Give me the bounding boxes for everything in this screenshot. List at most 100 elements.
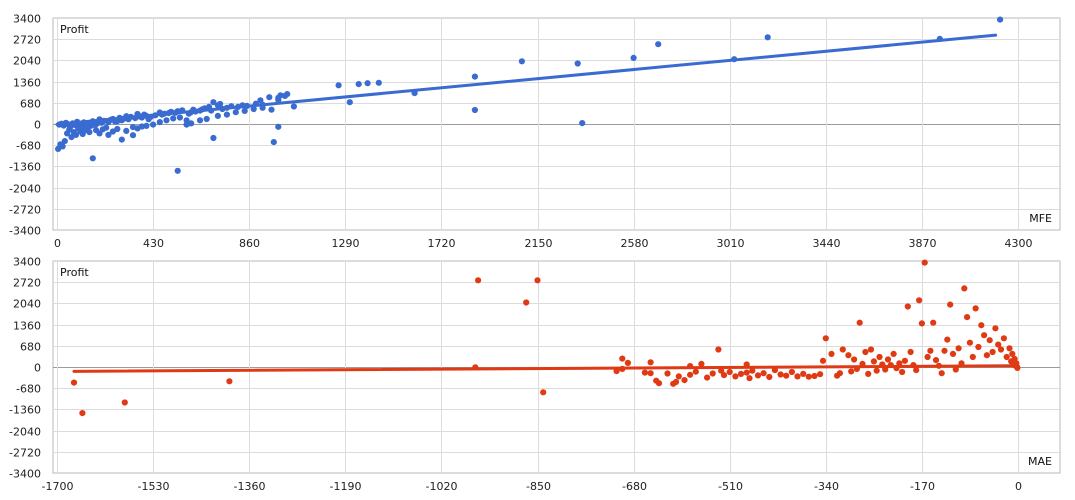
data-point [687, 371, 694, 378]
data-point [210, 99, 217, 106]
trend-line [55, 33, 998, 126]
data-point [884, 356, 892, 363]
y-tick-label: -2720 [9, 204, 41, 217]
data-point [794, 373, 801, 380]
x-tick-label: -680 [622, 480, 647, 493]
trend-line [72, 364, 1014, 373]
data-point [232, 109, 239, 116]
x-axis-label: MFE [1029, 212, 1052, 225]
data-point [121, 399, 128, 406]
data-point [241, 107, 248, 114]
data-point [59, 143, 66, 150]
y-tick-label: 680 [20, 341, 41, 354]
data-point [817, 371, 824, 378]
x-tick-label: -1530 [138, 480, 170, 493]
data-point [188, 120, 195, 127]
data-point [655, 380, 663, 387]
data-point [969, 353, 976, 361]
data-point [947, 301, 954, 308]
data-point [214, 102, 221, 109]
y-tick-label: 0 [34, 362, 41, 375]
data-point [938, 370, 945, 377]
x-tick-label: 1290 [332, 237, 360, 250]
data-point [641, 369, 649, 376]
data-point [766, 373, 773, 381]
x-tick-label: 860 [239, 237, 260, 250]
y-tick-label: -2040 [9, 183, 41, 196]
data-point [764, 34, 771, 41]
data-point [70, 379, 78, 386]
data-point [99, 126, 106, 133]
data-point [899, 368, 906, 376]
chart-panel-2: 3400 2720 2040 1360 680 0 -680 -1360 -2040 -2720 -… [9, 256, 1061, 493]
data-point [1009, 350, 1016, 357]
chart-panel-1: 3400 2720 2040 1360 680 0 -680 -1360 -2040 -2720 -… [9, 13, 1061, 250]
data-point [989, 348, 996, 356]
y-tick-label: -680 [16, 383, 41, 396]
data-point [865, 370, 872, 377]
y-tick-label: 2040 [13, 55, 41, 68]
data-point [630, 54, 637, 62]
data-point [579, 120, 586, 127]
data-point [619, 355, 626, 362]
data-point [1003, 353, 1010, 361]
data-point [647, 359, 654, 366]
data-point [250, 105, 257, 113]
data-point [732, 373, 739, 380]
data-point [335, 82, 342, 89]
y-tick-label: -3400 [9, 468, 41, 481]
data-point [709, 370, 716, 377]
data-point [704, 374, 711, 381]
y-tick-label: -680 [16, 140, 41, 153]
x-tick-label: 430 [143, 237, 164, 250]
data-point [995, 341, 1002, 348]
data-point [981, 332, 988, 339]
data-point [992, 325, 999, 332]
data-point [664, 370, 671, 377]
data-point [226, 378, 233, 385]
data-point [955, 345, 962, 352]
data-point [174, 167, 181, 174]
data-point [624, 359, 632, 366]
y-tick-label: -2040 [9, 426, 41, 439]
data-point [698, 360, 705, 367]
data-point [986, 337, 993, 344]
data-point [856, 319, 863, 326]
data-point [475, 277, 482, 284]
data-point [183, 117, 190, 124]
data-point [870, 358, 878, 365]
x-tick-label: 2580 [621, 237, 649, 250]
data-point [916, 297, 923, 304]
data-point [966, 339, 974, 346]
y-tick-label: 680 [20, 98, 41, 111]
y-tick-label: -2720 [9, 447, 41, 460]
data-point [901, 357, 909, 364]
x-tick-label: 4300 [1005, 237, 1033, 250]
data-point [720, 372, 728, 379]
data-point [819, 357, 827, 364]
data-point [997, 16, 1004, 23]
data-point [949, 350, 957, 357]
data-point [783, 372, 790, 379]
data-point [534, 277, 541, 284]
data-point [715, 346, 722, 353]
data-point [1014, 364, 1021, 371]
data-point [518, 58, 526, 65]
x-tick-label: -1700 [42, 480, 74, 493]
x-tick-label: 3010 [717, 237, 745, 250]
data-point [89, 155, 96, 162]
data-point [851, 356, 858, 363]
data-point [277, 92, 284, 99]
data-point [364, 80, 371, 87]
data-point [176, 114, 183, 121]
data-point [72, 131, 80, 138]
data-point [760, 370, 767, 377]
data-point [746, 375, 753, 382]
data-point [927, 347, 934, 354]
data-point [86, 129, 93, 136]
data-point [848, 368, 855, 375]
data-point [845, 352, 852, 359]
data-point [523, 299, 530, 306]
data-point [975, 343, 982, 351]
